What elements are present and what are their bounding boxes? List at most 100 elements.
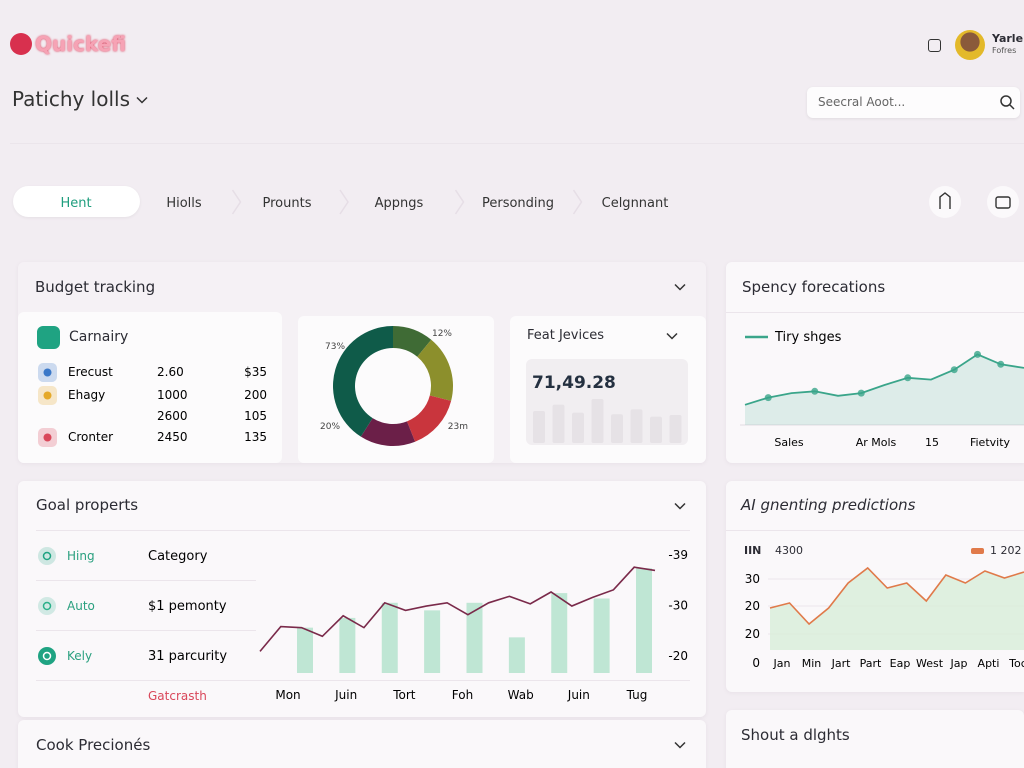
row-value: 2.60 (157, 365, 184, 379)
search-icon (1000, 95, 1012, 107)
tab[interactable]: Prounts (263, 196, 312, 211)
mini-bar (591, 399, 604, 443)
tab-active[interactable] (13, 186, 140, 217)
mini-bar (552, 404, 565, 443)
row-icon (38, 547, 56, 565)
x-tick-label: Min (802, 657, 822, 670)
user-role: Fofres (992, 46, 1017, 55)
x-tick-label: Sales (774, 436, 804, 449)
mini-bar (630, 409, 643, 443)
x-tick-label: Apti (978, 657, 1000, 670)
y-tick-label: -30 (668, 599, 688, 613)
chevron (674, 283, 686, 291)
x-tick-label: Jart (831, 657, 852, 670)
donut-segment (393, 326, 432, 357)
divider (10, 143, 1024, 144)
bar (381, 602, 398, 673)
chevron (666, 332, 678, 340)
tab[interactable]: Hiolls (166, 196, 202, 211)
row-value: $35 (244, 365, 267, 379)
row-label: Hing (67, 549, 95, 563)
x-tick-label: 15 (925, 436, 939, 449)
point (857, 389, 865, 397)
search-box[interactable] (807, 87, 1020, 118)
donut-segment (333, 326, 393, 437)
divider (36, 580, 256, 581)
devices-value: 71,49.28 (532, 373, 616, 393)
point (950, 366, 958, 374)
tab-active-label[interactable]: Hent (60, 196, 91, 211)
cook-card (18, 720, 706, 768)
mini-bar (572, 412, 584, 443)
donut-segment (360, 418, 416, 446)
notification-icon[interactable] (928, 39, 941, 52)
row-value: 2450 (157, 430, 188, 444)
card-title: Cook Precionés (36, 736, 151, 754)
area (770, 568, 1024, 650)
bar (508, 637, 525, 673)
x-tick-label: Toc (1008, 657, 1024, 670)
donut-annotation: 12% (432, 329, 452, 339)
card-title: AI gnenting predictions (741, 496, 916, 514)
card-title: Budget tracking (35, 278, 156, 296)
tab[interactable]: Personding (482, 196, 554, 211)
divider (726, 530, 1024, 531)
tab-separator (454, 189, 465, 215)
shout-card (726, 710, 1024, 768)
chevron (674, 741, 686, 749)
search-icon (1009, 104, 1015, 110)
row-label: Kely (67, 649, 92, 663)
row-label: Erecust (68, 365, 113, 379)
point (974, 350, 981, 358)
home-button[interactable] (929, 186, 961, 218)
row-icon (42, 601, 52, 611)
x-tick-label: Foh (452, 688, 473, 702)
donut-annotation: 23m (448, 422, 468, 432)
chevron (136, 96, 148, 104)
x-tick-label: Mon (275, 688, 300, 702)
mini-bar (669, 415, 682, 443)
settings-button[interactable] (987, 186, 1019, 218)
row-icon (38, 597, 56, 615)
home-icon (939, 192, 951, 209)
legend-label: Tiry shges (774, 330, 842, 345)
goals-link[interactable]: Gatcrasth (148, 689, 207, 703)
x-tick-label: Part (860, 657, 882, 670)
donut-annotation: 73% (325, 342, 345, 352)
tab[interactable]: Celgnnant (602, 196, 669, 211)
donut-segment (417, 339, 454, 401)
mini-bar (650, 416, 662, 443)
x-tick-label: Juin (334, 688, 357, 702)
row-value: 200 (244, 388, 267, 402)
bar (593, 598, 610, 673)
row-value: 2600 (157, 409, 188, 423)
x-tick-label: Tort (392, 688, 416, 702)
row-icon (42, 651, 52, 661)
legend-label: IIN (744, 544, 762, 557)
tab[interactable]: Appngs (375, 196, 424, 211)
chevron (674, 502, 686, 510)
x-tick-label: Juin (567, 688, 590, 702)
summary-title: Carnairy (69, 329, 129, 345)
row-icon (38, 647, 56, 665)
bar (636, 568, 652, 673)
legend-swatch (971, 548, 984, 554)
bar (466, 602, 483, 673)
divider (36, 530, 690, 531)
point (904, 374, 912, 382)
bar (297, 627, 313, 673)
mini-bar (533, 411, 545, 443)
avatar[interactable] (955, 30, 985, 60)
brand[interactable]: Quickefi (35, 32, 127, 56)
x-tick-label: Eap (890, 657, 911, 670)
tab-separator (231, 189, 242, 215)
x-tick-label: Tug (626, 688, 648, 702)
summary-card (18, 312, 282, 463)
bar (339, 617, 356, 673)
point (764, 394, 772, 402)
y-tick-label: 20 (745, 627, 760, 641)
divider (36, 630, 256, 631)
legend-value: 4300 (775, 544, 803, 557)
